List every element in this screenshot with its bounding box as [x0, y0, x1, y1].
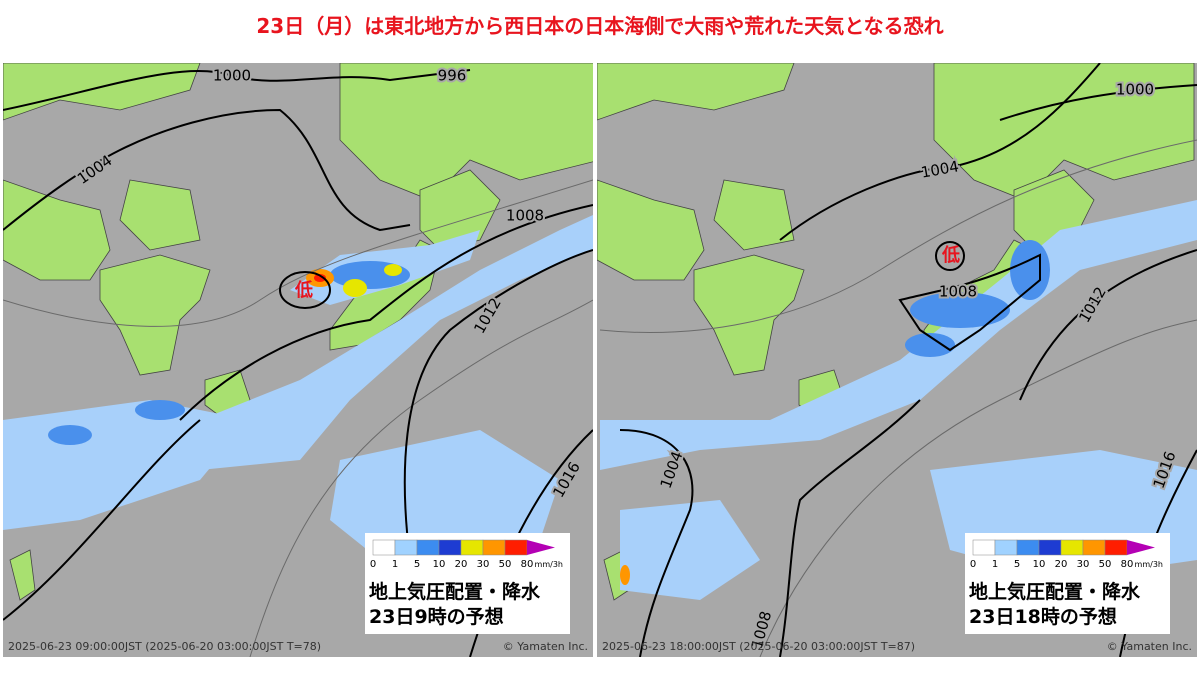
legend-tick: 20	[1055, 559, 1068, 570]
legend-tick: 5	[1014, 559, 1020, 570]
legend-arrow	[1127, 540, 1155, 555]
legend-swatch	[416, 539, 440, 556]
isobar-label: 996	[438, 67, 467, 85]
legend-swatch	[504, 539, 528, 556]
title: 23日（月）は東北地方から西日本の日本海側で大雨や荒れた天気となる恐れ	[256, 14, 943, 38]
legend-swatch	[482, 539, 506, 556]
legend-swatch	[1038, 539, 1062, 556]
timestamp: 2025-06-23 18:00:00JST (2025-06-20 03:00…	[602, 640, 915, 653]
legend-tick: 80	[1121, 559, 1134, 570]
timestamp: 2025-06-23 09:00:00JST (2025-06-20 03:00…	[8, 640, 321, 653]
legend-unit: mm/3h	[535, 560, 563, 569]
legend-tick: 1	[992, 559, 998, 570]
legend-tick: 30	[477, 559, 490, 570]
caption: 地上気圧配置・降水	[369, 580, 541, 603]
isobar-label: 1008	[939, 283, 977, 301]
legend-swatch	[460, 539, 484, 556]
legend-tick: 10	[1033, 559, 1046, 570]
legend-tick: 30	[1077, 559, 1090, 570]
isobar-label: 1000	[213, 67, 251, 85]
legend-swatch	[994, 539, 1018, 556]
caption: 23日9時の予想	[369, 605, 504, 628]
legend-arrow	[527, 540, 555, 555]
legend-swatch	[438, 539, 462, 556]
legend-swatch	[1060, 539, 1084, 556]
legend-tick: 5	[414, 559, 420, 570]
legend-tick: 80	[521, 559, 534, 570]
map-left	[3, 63, 593, 657]
caption: 地上気圧配置・降水	[969, 580, 1141, 603]
caption: 23日18時の予想	[969, 605, 1117, 628]
isobar-label: 1000	[1116, 81, 1154, 99]
legend-swatch	[1016, 539, 1040, 556]
legend-tick: 50	[499, 559, 512, 570]
legend-swatch	[372, 539, 396, 556]
legend-tick: 10	[433, 559, 446, 570]
credit: © Yamaten Inc.	[1107, 640, 1192, 653]
legend-tick: 50	[1099, 559, 1112, 570]
low-pressure-label: 低	[941, 244, 960, 266]
low-pressure-label: 低	[294, 279, 313, 301]
legend-swatch	[1082, 539, 1106, 556]
legend-tick: 20	[455, 559, 468, 570]
isobar-label: 1008	[506, 207, 544, 225]
legend-swatch	[394, 539, 418, 556]
legend-swatch	[1104, 539, 1128, 556]
legend-unit: mm/3h	[1135, 560, 1163, 569]
credit: © Yamaten Inc.	[503, 640, 588, 653]
legend-tick: 1	[392, 559, 398, 570]
legend-tick: 0	[370, 559, 376, 570]
legend-tick: 0	[970, 559, 976, 570]
legend-swatch	[972, 539, 996, 556]
